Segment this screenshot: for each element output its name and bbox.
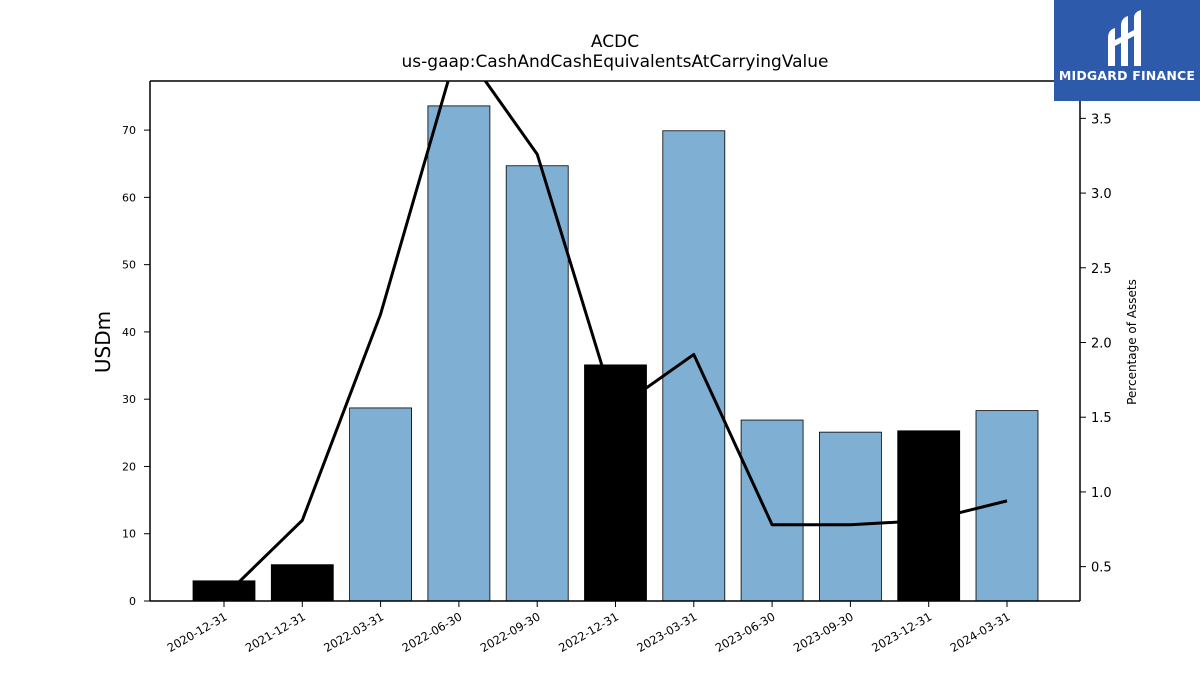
x-tick-label-2022-03-31: 2022-03-31 (321, 609, 386, 655)
x-tick-label-2024-03-31: 2024-03-31 (948, 609, 1013, 655)
y2-tick-label-2.5: 2.5 (1091, 262, 1112, 277)
bar-2021-12-31 (270, 564, 334, 602)
x-tick-label-2023-12-31: 2023-12-31 (869, 609, 934, 655)
x-tick-label-2021-12-31: 2021-12-31 (243, 609, 308, 655)
chart-title: ACDC (590, 32, 640, 52)
bar-2022-12-31 (584, 364, 647, 602)
y2-tick-label-2.0: 2.0 (1091, 336, 1112, 351)
x-tick-label-2023-06-30: 2023-06-30 (713, 609, 778, 655)
bar-2022-06-30 (427, 105, 491, 602)
y-axis-label: USDm (91, 311, 115, 373)
percentage-line (222, 81, 1008, 598)
y2-tick-label-3.5: 3.5 (1091, 112, 1112, 127)
y-tick-label-20: 20 (122, 460, 136, 473)
y2-tick-label-3.0: 3.0 (1091, 187, 1112, 202)
bar-2023-03-31 (662, 130, 726, 602)
y2-axis-label: Percentage of Assets (1125, 279, 1139, 405)
x-tick-label-2022-06-30: 2022-06-30 (400, 609, 465, 655)
y-tick-label-70: 70 (122, 124, 136, 137)
y-tick-label-30: 30 (122, 393, 136, 406)
bars-layer (192, 105, 1039, 602)
y-tick-label-60: 60 (122, 191, 136, 204)
midgard-finance-logo: MIDGARD FINANCE (1054, 0, 1200, 101)
bar-2023-09-30 (819, 431, 882, 602)
bar-2020-12-31 (192, 580, 256, 602)
line-layer (222, 81, 1008, 598)
x-tick-label-2023-09-30: 2023-09-30 (791, 609, 856, 655)
x-tick-label-2022-09-30: 2022-09-30 (478, 609, 543, 655)
x-tick-label-2023-03-31: 2023-03-31 (634, 609, 699, 655)
bar-2022-09-30 (505, 165, 569, 602)
logo-mark-icon (1108, 10, 1141, 66)
x-tick-label-2020-12-31: 2020-12-31 (165, 609, 230, 655)
labels-layer: USDm Percentage of Assets (91, 279, 1139, 405)
y-tick-label-0: 0 (129, 595, 136, 608)
logo-text: MIDGARD FINANCE (1058, 68, 1196, 83)
y-tick-label-40: 40 (122, 326, 136, 339)
y2-tick-label-0.5: 0.5 (1091, 561, 1112, 576)
x-tick-label-2022-12-31: 2022-12-31 (556, 609, 621, 655)
bar-2023-06-30 (740, 419, 804, 602)
y2-tick-label-1.5: 1.5 (1091, 411, 1112, 426)
y-tick-label-10: 10 (122, 528, 136, 541)
y2-tick-label-1.0: 1.0 (1091, 486, 1112, 501)
y-tick-label-50: 50 (122, 259, 136, 272)
chart-subtitle: us-gaap:CashAndCashEquivalentsAtCarrying… (401, 52, 829, 72)
bar-2022-03-31 (349, 407, 413, 602)
